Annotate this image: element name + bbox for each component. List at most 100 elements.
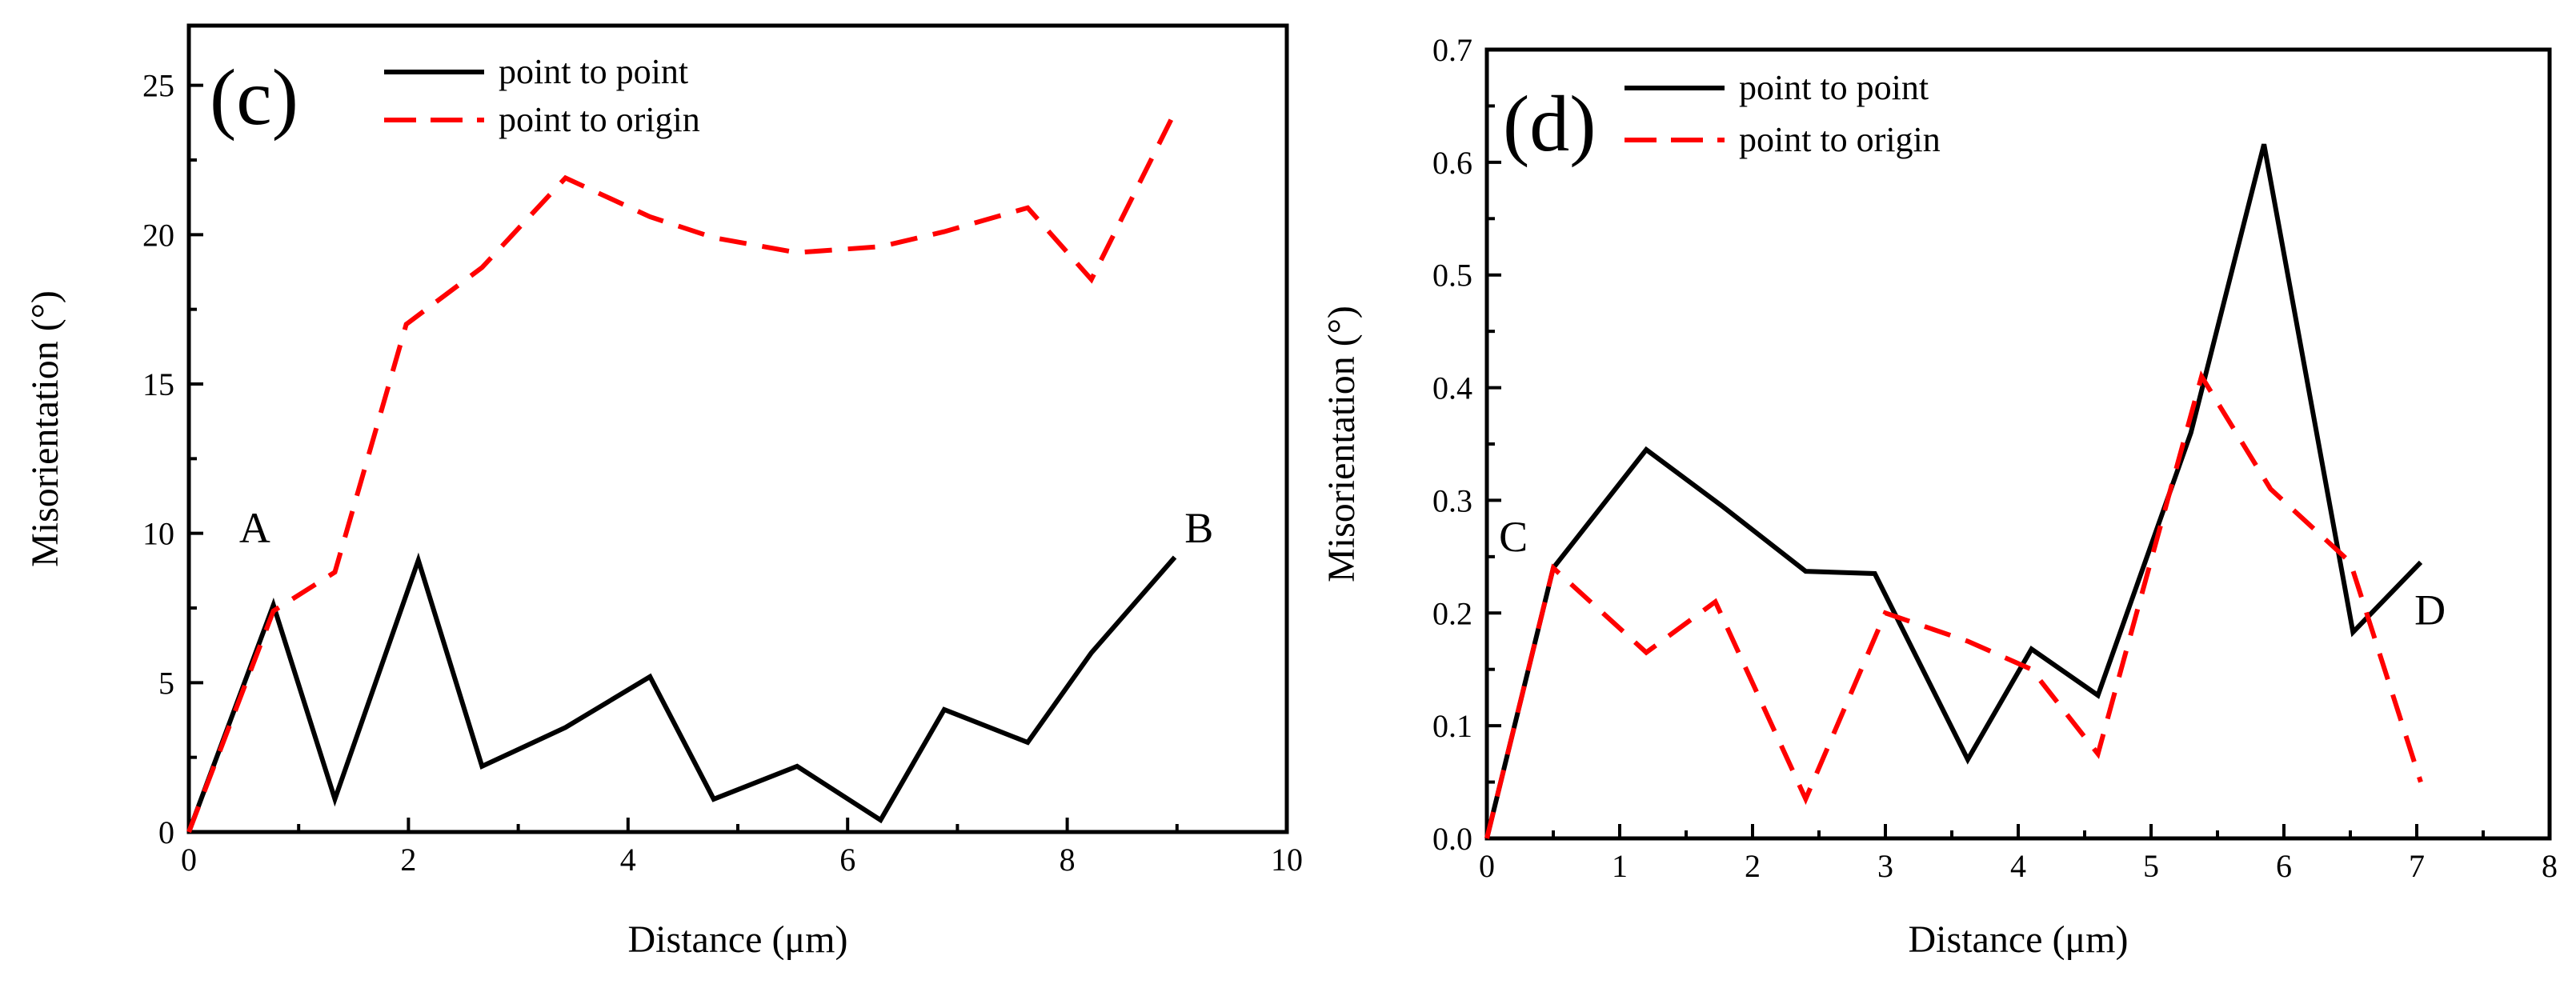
data-point [2348, 560, 2353, 565]
data-point [2350, 630, 2355, 634]
x-tick-label: 2 [400, 842, 416, 878]
legend-label: point to point [1739, 68, 1929, 107]
data-point [647, 674, 652, 679]
x-tick-label: 0 [1479, 848, 1495, 884]
x-tick-label: 4 [620, 842, 636, 878]
chart-panel-0: 0 2 4 6 8 10 0 5 10 15 20 25 Distance (μm) Misorienta… [24, 23, 1303, 961]
data-point [271, 602, 276, 607]
data-point [2029, 667, 2034, 672]
data-point [2418, 780, 2423, 785]
data-point [711, 797, 716, 802]
data-point [878, 818, 883, 822]
data-point [1172, 555, 1177, 560]
y-axis-title: Misorientation (°) [1320, 306, 1363, 582]
y-tick-label: 0.6 [1432, 145, 1472, 181]
point-annotation: A [239, 504, 270, 552]
x-tick-label: 8 [1060, 842, 1076, 878]
x-tick-label: 10 [1271, 842, 1303, 878]
x-tick-label: 1 [1612, 848, 1628, 884]
data-point [563, 725, 568, 730]
y-tick-label: 10 [142, 516, 174, 552]
data-point [878, 244, 883, 249]
data-point [2268, 486, 2273, 491]
data-point [795, 250, 799, 255]
panel-label: (c) [210, 53, 298, 142]
data-point [563, 175, 568, 180]
legend: point to point point to origin [1625, 68, 1941, 159]
x-tick-label: 5 [2143, 848, 2159, 884]
y-tick-label: 0.0 [1432, 821, 1472, 857]
data-point [795, 764, 799, 769]
data-point [1720, 503, 1725, 508]
y-tick-label: 25 [142, 68, 174, 104]
y-tick-label: 15 [142, 366, 174, 402]
data-point [1713, 599, 1718, 604]
data-point [2096, 751, 2101, 756]
data-point [271, 609, 276, 614]
data-point [1172, 110, 1177, 114]
series-line-point-to-point [186, 552, 1177, 834]
data-point [332, 797, 337, 802]
data-point [1484, 836, 1489, 841]
data-point [416, 558, 421, 562]
x-tick-label: 0 [181, 842, 197, 878]
data-point [2262, 142, 2266, 146]
data-point [711, 235, 716, 240]
y-tick-label: 0.3 [1432, 482, 1472, 518]
y-tick-label: 0.7 [1432, 32, 1472, 68]
data-point [479, 265, 484, 270]
y-tick-label: 20 [142, 217, 174, 253]
data-point [1551, 566, 1556, 570]
x-tick-label: 8 [2542, 848, 2558, 884]
y-tick-label: 5 [158, 665, 174, 701]
point-annotation: B [1184, 504, 1213, 552]
data-point [479, 764, 484, 769]
legend-label: point to point [499, 52, 688, 91]
legend-label: point to origin [499, 100, 700, 139]
series-line-point-to-origin [186, 110, 1177, 834]
x-tick-label: 6 [2276, 848, 2292, 884]
data-point [1803, 569, 1808, 574]
data-point [1873, 571, 1877, 576]
x-tick-label: 3 [1877, 848, 1893, 884]
data-point [1025, 740, 1030, 745]
y-tick-label: 0.2 [1432, 595, 1472, 631]
x-tick-label: 4 [2010, 848, 2026, 884]
panel-label: (d) [1503, 79, 1596, 168]
x-tick-label: 6 [839, 842, 855, 878]
data-point [647, 214, 652, 219]
y-tick-label: 0 [158, 814, 174, 850]
data-point [404, 322, 409, 326]
data-point [1089, 650, 1094, 655]
data-point [1803, 797, 1808, 802]
data-point [942, 707, 947, 712]
data-point [2189, 430, 2193, 435]
data-point [1883, 610, 1888, 615]
data-point [1644, 447, 1649, 452]
y-tick-label: 0.4 [1432, 370, 1472, 406]
point-annotation: C [1499, 513, 1528, 561]
x-axis-title: Distance (μm) [1909, 918, 2129, 961]
data-point [1644, 650, 1649, 655]
plot-frame [1484, 47, 2552, 841]
data-point [1965, 639, 1970, 644]
data-point [332, 570, 337, 574]
plot-frame [186, 23, 1289, 834]
series-line-point-to-point [1484, 143, 2423, 839]
chart-panel-1: 0 1 2 3 4 5 6 7 8 0.0 0.1 0.2 0.3 0.4 0.5 0.6 0.7 Distanc… [1320, 32, 2558, 961]
y-axis-title: Misorientation (°) [24, 290, 66, 567]
data-point [2029, 646, 2034, 651]
y-tick-label: 0.1 [1432, 708, 1472, 744]
legend: point to point point to origin [384, 52, 700, 139]
x-tick-label: 2 [1745, 848, 1761, 884]
y-tick-label: 0.5 [1432, 258, 1472, 294]
x-tick-label: 7 [2409, 848, 2425, 884]
data-point [2199, 374, 2204, 378]
data-point [1089, 277, 1094, 282]
series-line-point-to-origin [1484, 370, 2423, 839]
data-point [186, 830, 191, 834]
data-point [942, 230, 947, 234]
data-point [2096, 693, 2101, 698]
data-point [1965, 757, 1970, 762]
